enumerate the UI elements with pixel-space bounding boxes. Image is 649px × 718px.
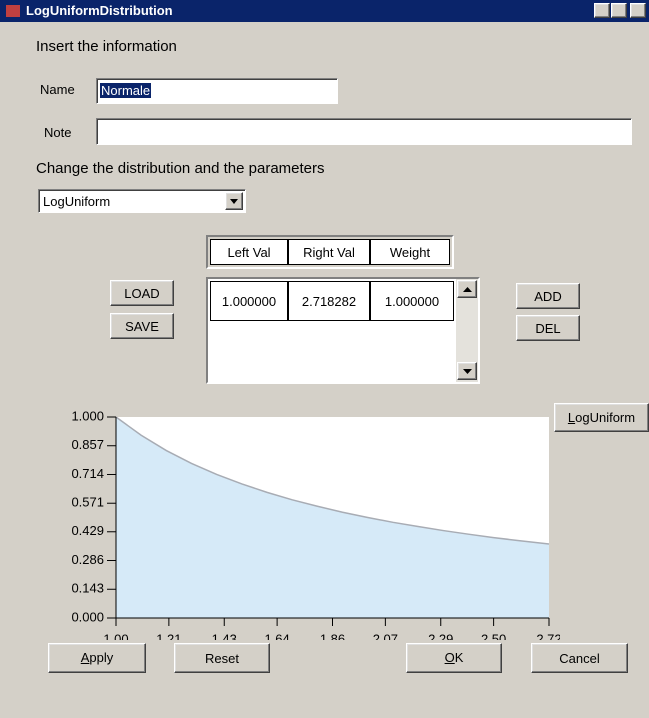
name-input[interactable]: Normale bbox=[96, 78, 338, 104]
del-button[interactable]: DEL bbox=[516, 315, 580, 341]
title-bar: LogUniformDistribution bbox=[0, 0, 649, 22]
save-button[interactable]: SAVE bbox=[110, 313, 174, 339]
window-title: LogUniformDistribution bbox=[26, 3, 173, 18]
x-tick-label: 1.00 bbox=[103, 631, 128, 640]
reset-button[interactable]: Reset bbox=[174, 643, 270, 673]
table-cell[interactable]: 1.000000 bbox=[210, 281, 288, 321]
table-body: 1.000000 2.718282 1.000000 bbox=[206, 277, 480, 384]
y-tick-label: 0.286 bbox=[71, 552, 104, 567]
add-button[interactable]: ADD bbox=[516, 283, 580, 309]
cancel-button[interactable]: Cancel bbox=[531, 643, 628, 673]
name-value: Normale bbox=[100, 83, 152, 98]
distribution-heading: Change the distribution and the paramete… bbox=[36, 160, 325, 177]
y-tick-label: 0.000 bbox=[71, 609, 104, 624]
x-tick-label: 2.50 bbox=[481, 631, 506, 640]
column-header: Left Val bbox=[210, 239, 288, 265]
load-button[interactable]: LOAD bbox=[110, 280, 174, 306]
combo-arrow[interactable] bbox=[225, 192, 243, 210]
y-tick-label: 0.571 bbox=[71, 495, 104, 510]
table-cell[interactable]: 2.718282 bbox=[288, 281, 370, 321]
y-tick-label: 1.000 bbox=[71, 408, 104, 423]
scroll-down[interactable] bbox=[457, 362, 477, 380]
column-header: Weight bbox=[370, 239, 450, 265]
note-input[interactable] bbox=[96, 118, 632, 145]
x-tick-label: 2.07 bbox=[373, 631, 398, 640]
x-tick-label: 1.86 bbox=[320, 631, 345, 640]
note-label: Note bbox=[44, 125, 72, 140]
distribution-combo[interactable]: LogUniform bbox=[38, 189, 246, 213]
table-cell[interactable]: 1.000000 bbox=[370, 281, 454, 321]
chart: 0.000 0.143 0.286 0.429 0.571 0.714 0.857 1.000… bbox=[71, 408, 560, 640]
ok-button[interactable]: OK bbox=[406, 643, 502, 673]
scrollbar[interactable] bbox=[456, 279, 478, 382]
area-edge bbox=[115, 416, 550, 545]
scroll-up[interactable] bbox=[457, 280, 477, 298]
maximize-button[interactable] bbox=[611, 3, 627, 18]
y-tick-label: 0.429 bbox=[71, 523, 104, 538]
arrow-icon bbox=[462, 368, 472, 374]
name-label: Name bbox=[40, 82, 75, 97]
app-icon bbox=[6, 5, 20, 17]
column-header: Right Val bbox=[288, 239, 370, 265]
plot-button[interactable]: LogUniform bbox=[554, 403, 649, 432]
x-tick-label: 2.29 bbox=[428, 631, 453, 640]
heading: Insert the information bbox=[36, 38, 177, 55]
y-tick-label: 0.857 bbox=[71, 437, 104, 452]
x-tick-label: 1.21 bbox=[156, 631, 181, 640]
x-tick-label: 1.64 bbox=[264, 631, 289, 640]
close-button[interactable] bbox=[630, 3, 646, 18]
arrow-icon bbox=[230, 198, 238, 204]
minimize-button[interactable] bbox=[594, 3, 610, 18]
arrow-icon bbox=[462, 286, 472, 292]
distribution-value: LogUniform bbox=[43, 194, 111, 209]
x-tick-label: 1.43 bbox=[212, 631, 237, 640]
y-tick-label: 0.714 bbox=[71, 466, 104, 481]
x-tick-label: 2.72 bbox=[536, 631, 560, 640]
table-header: Left Val Right Val Weight bbox=[206, 235, 454, 269]
apply-button[interactable]: Apply bbox=[48, 643, 146, 673]
y-tick-label: 0.143 bbox=[71, 581, 104, 596]
area bbox=[116, 417, 549, 618]
